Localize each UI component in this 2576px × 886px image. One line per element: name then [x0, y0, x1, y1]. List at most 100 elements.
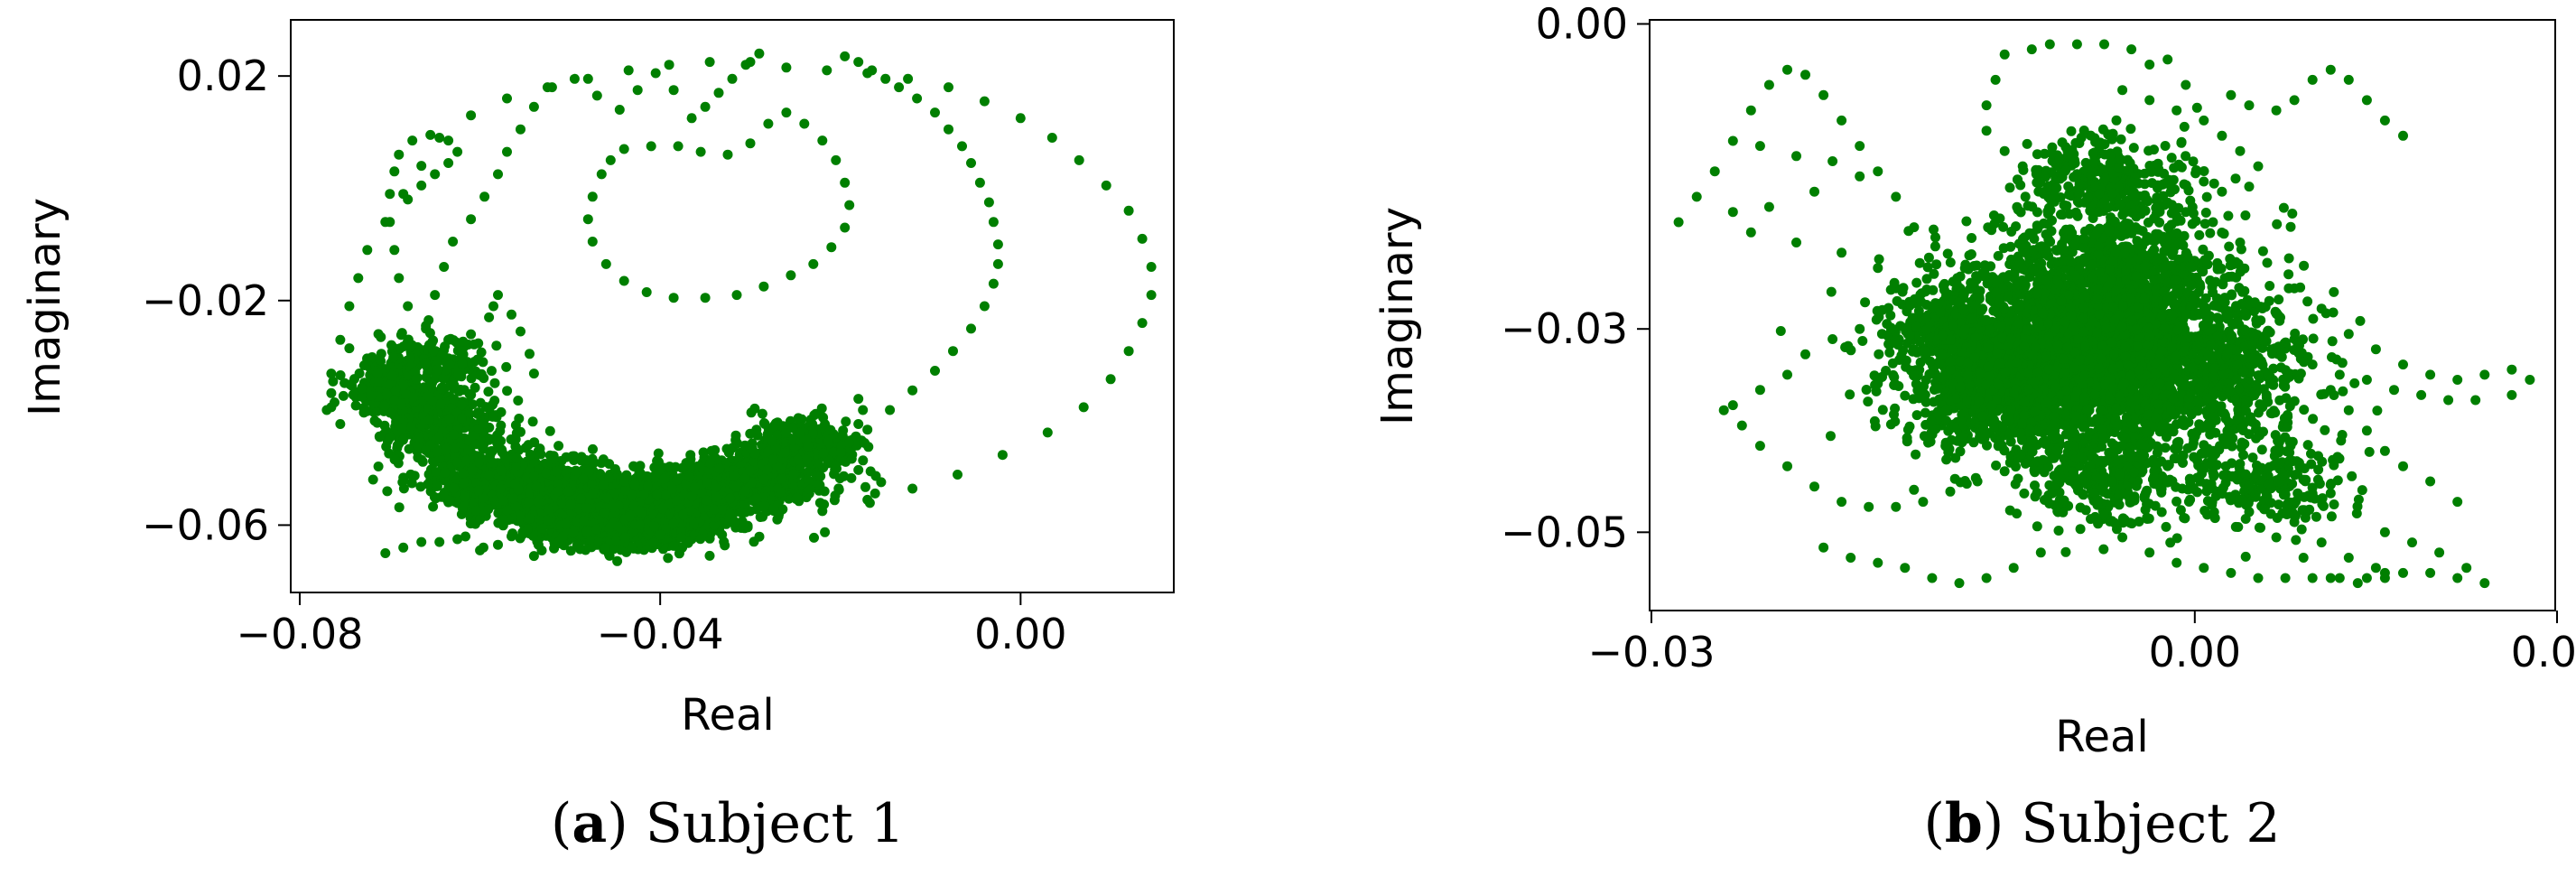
data-point: [507, 529, 518, 540]
data-point: [2099, 39, 2109, 50]
data-point: [1727, 135, 1738, 146]
data-point: [557, 499, 568, 509]
data-point: [2199, 115, 2209, 126]
data-point: [406, 478, 417, 489]
data-point: [2253, 161, 2264, 172]
data-point: [1123, 346, 1134, 357]
data-point: [432, 446, 442, 457]
caption-open: (: [551, 792, 572, 855]
data-point: [1146, 290, 1157, 301]
data-point: [2452, 375, 2463, 385]
data-point: [830, 461, 841, 471]
data-point: [495, 483, 506, 494]
data-point: [571, 465, 581, 476]
data-point: [416, 536, 427, 547]
data-point: [2334, 369, 2345, 380]
data-point: [338, 390, 349, 401]
data-point: [2226, 89, 2237, 100]
data-point: [373, 462, 384, 471]
data-point: [840, 177, 851, 188]
data-point: [414, 441, 423, 452]
data-point: [406, 340, 417, 350]
data-point: [2361, 375, 2372, 385]
data-point: [751, 493, 762, 504]
data-point: [1791, 238, 1801, 247]
y-tick-label: 0.02: [177, 51, 269, 100]
data-point: [578, 516, 589, 526]
data-point: [1782, 64, 1792, 75]
data-point: [2379, 115, 2390, 126]
data-point: [670, 462, 681, 472]
data-point: [2162, 54, 2173, 65]
data-point: [385, 432, 395, 443]
data-point: [582, 73, 593, 84]
data-point: [475, 514, 486, 525]
data-point: [768, 503, 779, 514]
data-point: [473, 457, 484, 468]
data-point: [844, 200, 855, 210]
data-point: [638, 489, 649, 499]
data-point: [394, 273, 405, 284]
data-point: [2361, 425, 2372, 436]
data-point: [660, 490, 671, 500]
caption-letter: a: [572, 792, 607, 855]
data-point: [653, 448, 664, 459]
data-point: [629, 480, 640, 490]
data-point: [649, 521, 660, 532]
data-point: [739, 486, 750, 497]
data-point: [1137, 233, 1148, 244]
data-point: [686, 113, 697, 124]
data-point: [581, 503, 592, 514]
data-point: [870, 471, 881, 481]
data-point: [802, 467, 813, 478]
data-point: [1123, 205, 1134, 216]
data-point: [2379, 527, 2390, 537]
data-point: [862, 424, 873, 435]
data-point: [2443, 395, 2454, 406]
data-point: [860, 481, 870, 492]
data-point: [463, 445, 473, 455]
data-point: [1837, 247, 1847, 258]
data-point: [788, 469, 799, 480]
data-point: [344, 343, 355, 354]
data-point: [864, 498, 875, 508]
data-point: [2199, 563, 2209, 574]
data-point: [829, 447, 840, 457]
data-point: [705, 458, 716, 469]
data-point: [1999, 49, 2010, 60]
data-point: [819, 499, 830, 509]
data-point: [793, 413, 804, 424]
data-point: [749, 456, 759, 467]
data-point: [353, 273, 364, 284]
data-point: [546, 82, 557, 93]
data-point: [1727, 400, 1738, 411]
data-point: [459, 491, 470, 502]
data-point: [711, 491, 721, 502]
data-point: [671, 495, 682, 506]
y-tick-label: −0.02: [142, 276, 269, 325]
data-point: [484, 403, 495, 414]
data-point: [652, 455, 663, 466]
data-point: [511, 428, 522, 439]
data-point: [802, 474, 813, 485]
data-point: [823, 436, 833, 447]
data-point: [1809, 186, 1819, 197]
data-point: [589, 457, 600, 468]
data-point: [974, 177, 985, 188]
data-point: [788, 434, 799, 445]
data-point: [997, 450, 1008, 461]
data-point: [591, 524, 602, 535]
data-point: [912, 93, 923, 104]
data-point: [820, 527, 831, 537]
data-point: [730, 481, 741, 492]
data-point: [1911, 410, 1922, 421]
data-point: [321, 405, 332, 415]
data-point: [853, 464, 864, 475]
data-point: [808, 258, 819, 269]
data-point: [431, 373, 441, 384]
data-point: [867, 65, 878, 76]
data-point: [619, 476, 629, 487]
data-point: [600, 543, 610, 554]
data-point: [1809, 481, 1819, 492]
data-point: [870, 488, 880, 499]
